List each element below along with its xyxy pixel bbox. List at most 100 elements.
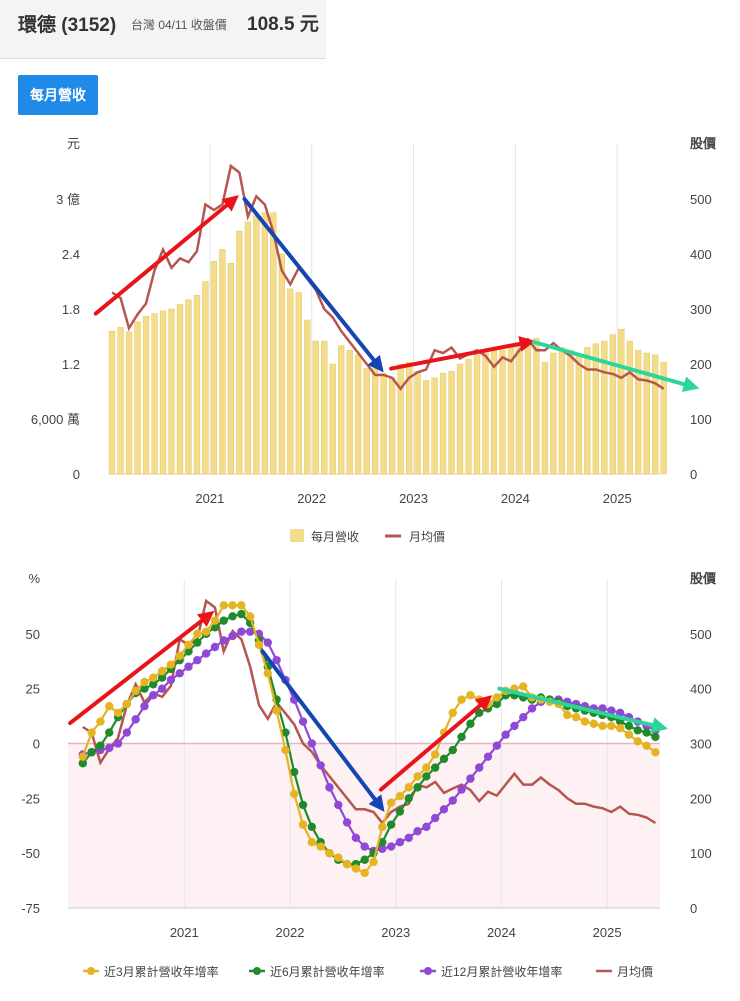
legend-swatch-dot bbox=[253, 967, 261, 975]
legend-swatch-dot bbox=[87, 967, 95, 975]
yoy-6m-point bbox=[157, 673, 167, 682]
yoy-12m-point bbox=[510, 721, 519, 731]
yoy-6m-point bbox=[395, 807, 405, 816]
yoy-3m-point bbox=[210, 616, 220, 625]
yoy-12m-point bbox=[378, 844, 387, 853]
yoy-3m-point bbox=[307, 838, 317, 847]
yoy-12m-point bbox=[228, 631, 237, 641]
yoy-12m-point bbox=[307, 739, 317, 748]
revenue-bar bbox=[236, 230, 243, 475]
revenue-bar bbox=[558, 347, 566, 475]
stock-header: 環德 (3152) 台灣 04/11 收盤價 108.5 元 bbox=[0, 0, 326, 59]
left-tick-label: 3 億 bbox=[56, 192, 80, 207]
right-tick-label: 400 bbox=[690, 682, 712, 697]
revenue-bar bbox=[439, 372, 447, 475]
yoy-3m-point bbox=[395, 791, 405, 801]
revenue-bar bbox=[380, 372, 387, 475]
price-line bbox=[111, 163, 665, 391]
left-tick-label: 0 bbox=[33, 737, 40, 752]
revenue-bar bbox=[312, 340, 319, 475]
yoy-6m-point bbox=[228, 612, 237, 621]
revenue-bar bbox=[652, 354, 659, 475]
revenue-bar bbox=[210, 261, 218, 475]
revenue-bar bbox=[134, 321, 141, 475]
yoy-3m-point bbox=[157, 666, 167, 676]
yoy-6m-point bbox=[219, 616, 228, 625]
revenue-bar bbox=[414, 371, 421, 475]
left-tick-label: -50 bbox=[21, 846, 40, 861]
yoy-3m-point bbox=[245, 612, 255, 621]
revenue-bar bbox=[575, 354, 582, 475]
yoy-3m-point bbox=[360, 868, 369, 878]
revenue-bar bbox=[660, 361, 667, 475]
revenue-bar bbox=[338, 345, 345, 475]
x-tick-label: 2025 bbox=[603, 491, 632, 506]
revenue-bar bbox=[108, 330, 116, 475]
yoy-6m-point bbox=[633, 726, 642, 735]
yoy-3m-point bbox=[140, 677, 149, 687]
yoy-6m-point bbox=[404, 794, 413, 803]
revenue-bar bbox=[422, 380, 430, 475]
legend-label: 近3月累計營收年增率 bbox=[104, 964, 219, 979]
yoy-12m-point bbox=[237, 627, 246, 636]
yoy-3m-point bbox=[219, 601, 228, 610]
yoy-3m-point bbox=[404, 783, 413, 792]
legend-label: 近6月累計營收年增率 bbox=[270, 964, 385, 979]
right-tick-label: 500 bbox=[690, 627, 712, 642]
yoy-3m-point bbox=[386, 798, 396, 807]
yoy-3m-point bbox=[571, 712, 581, 722]
left-tick-label: -75 bbox=[21, 901, 40, 916]
right-tick-label: 100 bbox=[690, 846, 712, 861]
monthly-revenue-button[interactable]: 每月營收 bbox=[18, 75, 98, 115]
revenue-bar bbox=[261, 212, 268, 475]
yoy-12m-point bbox=[351, 833, 361, 843]
yoy-6m-point bbox=[87, 748, 96, 757]
stock-name: 環德 (3152) bbox=[18, 15, 117, 36]
revenue-bar bbox=[584, 347, 591, 475]
right-tick-label: 300 bbox=[690, 302, 712, 317]
yoy-6m-point bbox=[642, 728, 651, 737]
revenue-bar bbox=[363, 368, 370, 475]
left-tick-label: 2.4 bbox=[62, 247, 80, 262]
yoy-6m-point bbox=[492, 699, 502, 709]
trend-arrow-3 bbox=[389, 336, 536, 371]
yoy-12m-point bbox=[201, 649, 211, 658]
yoy-12m-point bbox=[263, 638, 272, 647]
revenue-bar bbox=[592, 343, 599, 475]
yoy-3m-point bbox=[642, 741, 651, 750]
left-tick-label: 1.2 bbox=[62, 357, 80, 372]
yoy-12m-point bbox=[404, 833, 413, 843]
yoy-6m-point bbox=[624, 721, 634, 731]
right-tick-label: 200 bbox=[690, 791, 712, 806]
yoy-6m-point bbox=[193, 638, 202, 647]
revenue-bar bbox=[142, 316, 150, 475]
revenue-bar bbox=[567, 350, 574, 475]
yoy-12m-point bbox=[439, 805, 449, 814]
revenue-bar bbox=[448, 371, 455, 475]
revenue-bar bbox=[372, 368, 379, 475]
yoy-12m-point bbox=[607, 706, 616, 715]
yoy-12m-point bbox=[483, 752, 493, 761]
x-tick-label: 2023 bbox=[381, 925, 410, 940]
yoy-12m-point bbox=[272, 655, 281, 665]
right-axis-title: 股價 bbox=[690, 136, 717, 151]
x-tick-label: 2024 bbox=[501, 491, 530, 506]
yoy-12m-point bbox=[131, 715, 140, 724]
yoy-3m-point bbox=[78, 752, 88, 761]
trend-arrow-2 bbox=[260, 649, 385, 812]
yoy-3m-point bbox=[413, 772, 422, 781]
yoy-12m-point bbox=[298, 717, 308, 726]
yoy-3m-point bbox=[430, 750, 440, 759]
yoy-3m-point bbox=[422, 763, 431, 772]
revenue-bar bbox=[524, 343, 532, 475]
yoy-12m-point bbox=[430, 813, 440, 823]
left-tick-label: 50 bbox=[26, 627, 40, 642]
yoy-12m-point bbox=[422, 822, 431, 832]
revenue-yoy-chart: 2021 2022 2023 2024 2025-75-50-2502550010020… bbox=[21, 571, 717, 979]
yoy-6m-point bbox=[651, 732, 660, 742]
yoy-12m-point bbox=[316, 761, 325, 770]
revenue-bar bbox=[219, 249, 226, 475]
revenue-bar bbox=[244, 221, 252, 475]
right-tick-label: 0 bbox=[690, 901, 697, 916]
yoy-3m-point bbox=[651, 748, 660, 757]
